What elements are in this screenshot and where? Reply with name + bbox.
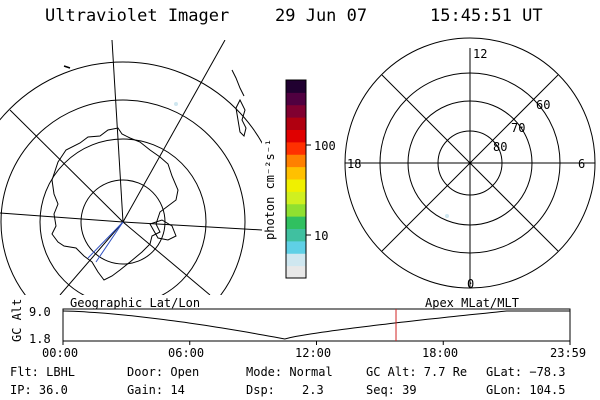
lat-circle xyxy=(39,138,207,295)
mlt-label-6: 6 xyxy=(578,157,586,171)
mlt-label-18: 18 xyxy=(347,157,362,171)
colorbar-segment xyxy=(286,141,306,155)
meridian-line xyxy=(9,109,124,223)
color-scale-bar xyxy=(285,79,307,279)
coastline-fragment xyxy=(63,65,71,69)
info-ip: IP: 36.0 xyxy=(10,383,68,397)
terminator-line xyxy=(87,221,124,259)
time-label: 15:45:51 UT xyxy=(430,6,543,26)
date-label: 29 Jun 07 xyxy=(275,6,368,26)
altitude-ytick-9: 9.0 xyxy=(29,305,51,319)
colorbar-unit-label: photon cm⁻²s⁻¹ xyxy=(263,138,277,240)
meridian-line xyxy=(122,221,211,295)
info-gc-alt: GC Alt: 7.7 Re xyxy=(366,365,468,379)
colorbar-segment xyxy=(286,179,306,192)
altitude-ytick-1-8: 1.8 xyxy=(29,332,51,346)
mlat-label-60: 60 xyxy=(536,98,551,112)
coastline-fragment xyxy=(231,69,245,97)
info-seq: Seq: 39 xyxy=(366,383,417,397)
mlat-label-80: 80 xyxy=(493,140,508,154)
geographic-map xyxy=(0,40,262,295)
info-dsp-value: 2.3 xyxy=(302,383,324,397)
auroral-spot xyxy=(445,214,449,218)
mlt-label-0: 0 xyxy=(467,277,475,291)
mlt-diagonal xyxy=(381,74,559,252)
colorbar-segment xyxy=(286,92,306,106)
lat-circle xyxy=(0,99,246,295)
colorbar-tick-label-100: 100 xyxy=(314,139,336,153)
antarctica-coastline xyxy=(51,127,179,281)
colorbar-tick-label-10: 10 xyxy=(314,229,329,243)
info-gain: Gain: 14 xyxy=(127,383,185,397)
coastline-fragment xyxy=(149,219,177,241)
colorbar-segment xyxy=(286,240,306,254)
info-glat: GLat: −78.3 xyxy=(486,365,566,379)
colorbar-segment xyxy=(286,253,306,267)
info-filter: Flt: LBHL xyxy=(10,365,76,379)
meridian-line xyxy=(0,212,124,223)
altitude-xtick-1200: 12:00 xyxy=(295,346,332,360)
terminator-line xyxy=(95,221,124,263)
altitude-xtick-0600: 06:00 xyxy=(168,346,205,360)
colorbar-segment xyxy=(286,203,306,217)
mlat-label-70: 70 xyxy=(511,121,526,135)
auroral-spot xyxy=(174,102,178,106)
magnetic-polar-grid xyxy=(344,37,596,289)
colorbar-segment xyxy=(286,191,306,205)
meridian-line xyxy=(122,221,262,231)
altitude-xtick-1800: 18:00 xyxy=(422,346,459,360)
colorbar-segment xyxy=(286,166,306,180)
instrument-title: Ultraviolet Imager xyxy=(45,6,230,26)
colorbar-segment xyxy=(286,104,306,118)
right-projection-label: Apex MLat/MLT xyxy=(425,296,519,310)
meridian-line xyxy=(111,40,124,223)
altitude-xtick-2359: 23:59 xyxy=(550,346,587,360)
colorbar-segment xyxy=(286,117,306,130)
altitude-x-ticks xyxy=(62,341,571,345)
left-projection-label: Geographic Lat/Lon xyxy=(70,296,201,310)
info-dsp-label: Dsp: xyxy=(246,383,275,397)
lat-circle xyxy=(0,61,262,144)
colorbar-segment xyxy=(286,80,306,93)
altitude-ylabel: GC Alt xyxy=(10,298,24,342)
meridian-line xyxy=(59,221,124,295)
info-mode: Mode: Normal xyxy=(246,365,333,379)
colorbar-segment xyxy=(286,228,306,242)
altitude-xtick-0000: 00:00 xyxy=(42,346,79,360)
info-door: Door: Open xyxy=(127,365,200,379)
colorbar-segment xyxy=(286,265,306,279)
colorbar-segment xyxy=(286,216,306,229)
colorbar-segment xyxy=(286,154,306,168)
colorbar-segment xyxy=(286,129,306,143)
mlt-label-12: 12 xyxy=(473,47,488,61)
meridian-line xyxy=(122,40,226,223)
altitude-plot-frame xyxy=(62,308,571,342)
altitude-curve xyxy=(62,310,570,340)
colorbar-frame xyxy=(285,79,307,279)
coastline-fragment xyxy=(235,98,247,137)
info-glon: GLon: 104.5 xyxy=(486,383,566,397)
